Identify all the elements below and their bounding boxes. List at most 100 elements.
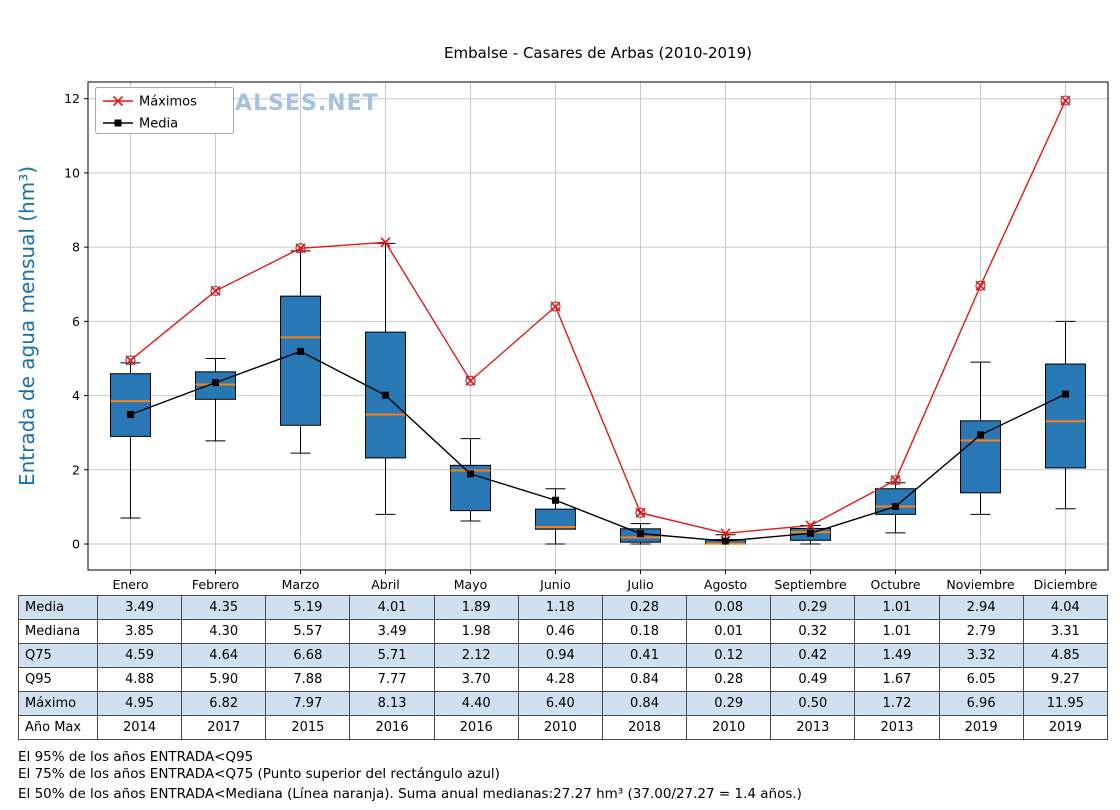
- x-tick-label: Octubre: [870, 577, 920, 592]
- square-marker: [637, 530, 644, 538]
- table-cell: 1.01: [854, 619, 940, 644]
- table-cell: 4.85: [1022, 643, 1109, 668]
- table-cell: 0.28: [601, 595, 688, 620]
- table-cell: 4.64: [181, 643, 267, 668]
- table-cell: 2010: [686, 715, 772, 740]
- table-row-label: Q95: [18, 667, 98, 692]
- table-cell: 0.29: [686, 691, 772, 716]
- table-cell: 1.49: [854, 643, 940, 668]
- media-series: [127, 347, 1069, 545]
- footer-note-mediana: El 50% de los años ENTRADA<Mediana (Líne…: [18, 786, 802, 802]
- footer-notes: El 95% de los años ENTRADA<Q95 El 75% de…: [18, 749, 802, 803]
- table-cell: 0.18: [601, 619, 688, 644]
- y-tick-label: 8: [72, 240, 80, 255]
- square-marker: [1062, 390, 1069, 398]
- table-cell: 1.89: [433, 595, 519, 620]
- table-cell: 2016: [433, 715, 519, 740]
- table-cell: 4.04: [1022, 595, 1109, 620]
- outlier-marker: [975, 280, 986, 291]
- x-tick-label: Noviembre: [946, 577, 1015, 592]
- table-cell: 2015: [265, 715, 351, 740]
- box: [280, 295, 321, 426]
- table-cell: 2.79: [938, 619, 1024, 644]
- table-cell: 3.85: [96, 619, 183, 644]
- table-cell: 6.40: [517, 691, 603, 716]
- table-cell: 5.71: [349, 643, 435, 668]
- legend-box: [95, 87, 234, 134]
- table-cell: 4.40: [433, 691, 519, 716]
- table-cell: 0.12: [686, 643, 772, 668]
- table-cell: 0.32: [770, 619, 856, 644]
- table-row: Q95 4.88 5.90 7.88 7.77 3.70 4.28 0.84 0.28 0.49 1…: [18, 667, 1109, 692]
- table-cell: 11.95: [1022, 691, 1109, 716]
- table-row-label: Media: [18, 595, 98, 620]
- table-cell: 2013: [770, 715, 856, 740]
- table-cell: 0.29: [770, 595, 856, 620]
- legend: Máximos Media: [95, 87, 234, 134]
- table-cell: 0.41: [601, 643, 688, 668]
- table-cell: 7.97: [265, 691, 351, 716]
- x-tick-label: Abril: [371, 577, 400, 592]
- table-cell: 8.13: [349, 691, 435, 716]
- table-cell: 6.96: [938, 691, 1024, 716]
- y-tick-label: 6: [72, 314, 80, 329]
- x-tick-label: Marzo: [282, 577, 320, 592]
- box: [535, 508, 576, 530]
- y-tick-label: 12: [64, 91, 80, 106]
- boxplot-chart: WWW.EMBALSES.NET Entrada de agua mensual…: [15, 81, 1109, 592]
- table-row-label: Mediana: [18, 619, 98, 644]
- maximos-series: [125, 95, 1071, 539]
- table-cell: 4.59: [96, 643, 183, 668]
- outlier-marker: [635, 507, 646, 518]
- y-tick-label: 0: [72, 537, 80, 552]
- box: [1045, 363, 1086, 469]
- outlier-marker: [125, 355, 136, 366]
- x-tick-label: Julio: [626, 577, 653, 592]
- table-cell: 0.28: [686, 667, 772, 692]
- gridlines: [88, 82, 1108, 570]
- table-cell: 7.88: [265, 667, 351, 692]
- table-cell: 1.18: [517, 595, 603, 620]
- outlier-marker: [890, 475, 901, 486]
- table-cell: 5.57: [265, 619, 351, 644]
- square-marker: [212, 379, 219, 387]
- square-marker: [127, 411, 134, 419]
- table-cell: 4.28: [517, 667, 603, 692]
- table-cell: 2014: [96, 715, 183, 740]
- table-cell: 3.70: [433, 667, 519, 692]
- table-cell: 5.90: [181, 667, 267, 692]
- table-cell: 4.88: [96, 667, 183, 692]
- table-cell: 2019: [1022, 715, 1109, 740]
- square-marker: [552, 496, 559, 504]
- table-cell: 0.46: [517, 619, 603, 644]
- table-cell: 0.49: [770, 667, 856, 692]
- table-cell: 2010: [517, 715, 603, 740]
- table-row: Año Max 2014 2017 2015 2016 2016 2010 2018 2010 2…: [18, 715, 1109, 740]
- table-cell: 6.82: [181, 691, 267, 716]
- square-marker: [722, 537, 729, 545]
- table-cell: 2013: [854, 715, 940, 740]
- table-cell: 0.08: [686, 595, 772, 620]
- table-row-label: Q75: [18, 643, 98, 668]
- table-cell: 0.94: [517, 643, 603, 668]
- x-tick-label: Enero: [112, 577, 148, 592]
- table-cell: 1.98: [433, 619, 519, 644]
- table-cell: 0.50: [770, 691, 856, 716]
- x-tick-label: Diciembre: [1034, 577, 1098, 592]
- square-marker: [977, 431, 984, 439]
- table-cell: 0.01: [686, 619, 772, 644]
- table-row: Media 3.49 4.35 5.19 4.01 1.89 1.18 0.28 0.08 0.2…: [18, 595, 1109, 620]
- table-row: Mediana 3.85 4.30 5.57 3.49 1.98 0.46 0.18 0.01 0…: [18, 619, 1109, 644]
- table-row-label: Año Max: [18, 715, 98, 740]
- outlier-marker: [465, 375, 476, 386]
- square-marker: [382, 391, 389, 399]
- table-cell: 4.01: [349, 595, 435, 620]
- table-cell: 1.72: [854, 691, 940, 716]
- table-cell: 0.84: [601, 667, 688, 692]
- plot-border: [87, 81, 1109, 571]
- y-tick-label: 2: [72, 462, 80, 477]
- footer-note-q95: El 95% de los años ENTRADA<Q95: [18, 749, 254, 765]
- y-tick-label: 10: [64, 165, 80, 180]
- square-marker: [807, 529, 814, 537]
